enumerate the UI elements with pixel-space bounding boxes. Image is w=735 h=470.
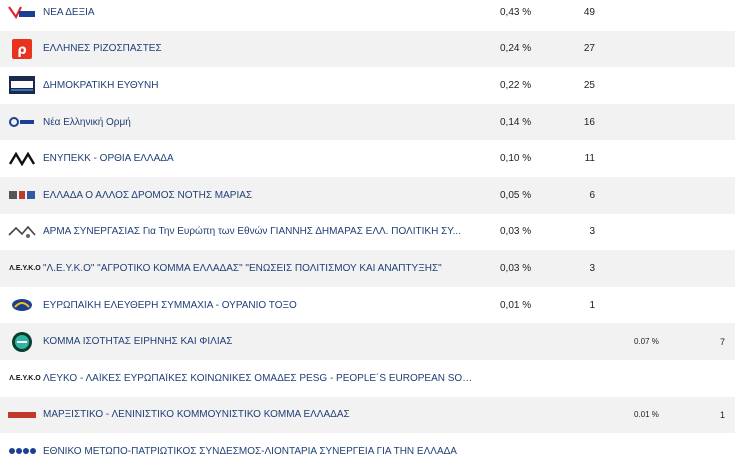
table-row[interactable]: ΕΛΛΑΔΑ Ο ΑΛΛΟΣ ΔΡΟΜΟΣ ΝΟΤΗΣ ΜΑΡΙΑΣ 0,05 …: [0, 177, 735, 214]
party-count: 49: [583, 6, 595, 18]
enypekk-logo: [8, 148, 36, 170]
party-name[interactable]: ΝΕΑ ΔΕΞΙΑ: [43, 6, 95, 18]
party-percentage-secondary: 0.07 %: [634, 337, 659, 347]
ellada-allos-dromos-logo: [8, 184, 36, 206]
table-row[interactable]: Λ.Ε.Υ.Κ.Ο ΛΕΥΚΟ - ΛΑΪΚΕΣ ΕΥΡΩΠΑΪΚΕΣ ΚΟΙΝ…: [0, 360, 735, 397]
table-row[interactable]: ρ ΕΛΛΗΝΕΣ ΡΙΖΟΣΠΑΣΤΕΣ 0,24 % 27: [0, 30, 735, 68]
table-row[interactable]: ΜΑΡΞΙΣΤΙΚΟ - ΛΕΝΙΝΙΣΤΙΚΟ ΚΟΜΜΟΥΝΙΣΤΙΚΟ Κ…: [0, 396, 735, 434]
komma-isotitas-logo: [8, 331, 36, 353]
lefko-agrotiko-logo: Λ.Ε.Υ.Κ.Ο: [8, 257, 42, 279]
party-percentage: 0,24 %: [500, 43, 532, 55]
party-count: 25: [583, 79, 595, 91]
party-name[interactable]: "Λ.Ε.Υ.Κ.Ο" "ΑΓΡΟΤΙΚΟ ΚΟΜΜΑ ΕΛΛΑΔΑΣ" "ΕΝ…: [43, 262, 442, 274]
party-count: 3: [589, 262, 595, 274]
party-name[interactable]: ΑΡΜΑ ΣΥΝΕΡΓΑΣΙΑΣ Για Την Ευρώπη των Εθνώ…: [43, 226, 461, 238]
lefko-pesg-logo: Λ.Ε.Υ.Κ.Ο: [8, 367, 42, 389]
svg-text:ρ: ρ: [17, 43, 26, 58]
party-percentage: 0,22 %: [500, 79, 532, 91]
party-name[interactable]: ΔΗΜΟΚΡΑΤΙΚΗ ΕΥΘΥΝΗ: [43, 79, 159, 91]
ellines-rizospastes-logo: ρ: [8, 38, 36, 60]
party-name[interactable]: ΕΝΥΠΕΚΚ - ΟΡΘΙΑ ΕΛΛΑΔΑ: [43, 153, 174, 165]
party-name[interactable]: Νέα Ελληνική Ορμή: [43, 116, 131, 128]
party-percentage: 0,10 %: [500, 153, 532, 165]
party-count: 3: [589, 226, 595, 238]
table-row[interactable]: ΔΗΜΟΚΡΑΤΙΚΗ ΕΥΘΥΝΗ 0,22 % 25: [0, 67, 735, 104]
party-name[interactable]: ΚΟΜΜΑ ΙΣΟΤΗΤΑΣ ΕΙΡΗΝΗΣ ΚΑΙ ΦΙΛΙΑΣ: [43, 336, 233, 348]
table-row[interactable]: ΝΕΑ ΔΕΞΙΑ 0,43 % 49: [0, 0, 735, 31]
party-count: 11: [584, 153, 595, 165]
lefko-logo-text: Λ.Ε.Υ.Κ.Ο: [9, 374, 41, 382]
party-name[interactable]: ΕΛΛΑΔΑ Ο ΑΛΛΟΣ ΔΡΟΜΟΣ ΝΟΤΗΣ ΜΑΡΙΑΣ: [43, 189, 253, 201]
table-row[interactable]: ΑΡΜΑ ΣΥΝΕΡΓΑΣΙΑΣ Για Την Ευρώπη των Εθνώ…: [0, 214, 735, 251]
nea-elliniki-ormi-logo: [8, 111, 36, 133]
party-count: 27: [583, 43, 595, 55]
party-count-secondary: 1: [719, 409, 725, 420]
party-count-secondary: 7: [719, 336, 725, 347]
party-percentage: 0,14 %: [500, 116, 532, 128]
table-row[interactable]: Νέα Ελληνική Ορμή 0,14 % 16: [0, 103, 735, 141]
party-name[interactable]: ΕΘΝΙΚΟ ΜΕΤΩΠΟ-ΠΑΤΡΙΩΤΙΚΟΣ ΣΥΝΔΕΣΜΟΣ-ΛΙΟΝ…: [43, 445, 457, 457]
party-percentage-secondary: 0.01 %: [634, 410, 659, 420]
party-count: 6: [589, 189, 595, 201]
nea-dexia-logo: [8, 1, 36, 23]
party-name[interactable]: ΕΛΛΗΝΕΣ ΡΙΖΟΣΠΑΣΤΕΣ: [43, 43, 162, 55]
ouranio-toxo-logo: [8, 294, 36, 316]
party-count: 1: [589, 299, 595, 311]
m-l-kke-logo: [8, 404, 36, 426]
ethniko-metopo-logo: [8, 440, 36, 462]
table-row[interactable]: ΕΘΝΙΚΟ ΜΕΤΩΠΟ-ΠΑΤΡΙΩΤΙΚΟΣ ΣΥΝΔΕΣΜΟΣ-ΛΙΟΝ…: [0, 433, 735, 470]
party-count: 16: [583, 116, 595, 128]
arma-synergasias-logo: [8, 221, 36, 243]
table-row[interactable]: Λ.Ε.Υ.Κ.Ο "Λ.Ε.Υ.Κ.Ο" "ΑΓΡΟΤΙΚΟ ΚΟΜΜΑ ΕΛ…: [0, 250, 735, 287]
party-percentage: 0,01 %: [500, 299, 532, 311]
party-percentage: 0,05 %: [500, 189, 532, 201]
table-row[interactable]: ΚΟΜΜΑ ΙΣΟΤΗΤΑΣ ΕΙΡΗΝΗΣ ΚΑΙ ΦΙΛΙΑΣ 0.07 %…: [0, 323, 735, 360]
party-percentage: 0,03 %: [500, 262, 532, 274]
table-row[interactable]: ΕΥΡΩΠΑΪΚΗ ΕΛΕΥΘΕΡΗ ΣΥΜΜΑΧΙΑ - ΟΥΡΑΝΙΟ ΤΟ…: [0, 287, 735, 324]
party-name[interactable]: ΛΕΥΚΟ - ΛΑΪΚΕΣ ΕΥΡΩΠΑΪΚΕΣ ΚΟΙΝΩΝΙΚΕΣ ΟΜΑ…: [43, 372, 473, 384]
party-percentage: 0,43 %: [500, 6, 532, 18]
party-name[interactable]: ΜΑΡΞΙΣΤΙΚΟ - ΛΕΝΙΝΙΣΤΙΚΟ ΚΟΜΜΟΥΝΙΣΤΙΚΟ Κ…: [43, 409, 350, 421]
lefko-logo-text: Λ.Ε.Υ.Κ.Ο: [9, 264, 41, 272]
party-percentage: 0,03 %: [500, 226, 532, 238]
table-row[interactable]: ΕΝΥΠΕΚΚ - ΟΡΘΙΑ ΕΛΛΑΔΑ 0,10 % 11: [0, 140, 735, 177]
party-name[interactable]: ΕΥΡΩΠΑΪΚΗ ΕΛΕΥΘΕΡΗ ΣΥΜΜΑΧΙΑ - ΟΥΡΑΝΙΟ ΤΟ…: [43, 299, 297, 311]
dimokratiki-efthyni-logo: [8, 74, 36, 96]
